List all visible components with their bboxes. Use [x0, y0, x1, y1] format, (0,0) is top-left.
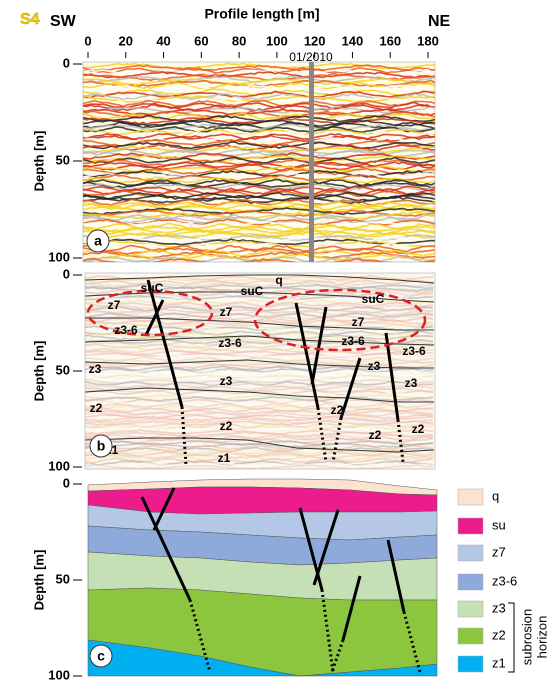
x-tick-label: 180 [417, 33, 439, 48]
y-tick-label: 50 [56, 571, 70, 586]
legend-label: q [492, 488, 499, 503]
legend-label: z3-6 [492, 573, 517, 588]
y-tick-label: 0 [63, 475, 70, 490]
x-axis-label: Profile length [m] [204, 6, 319, 22]
y-tick-label: 100 [48, 249, 70, 264]
legend-swatch [458, 545, 483, 561]
y-axis-label: Depth [m] [31, 550, 46, 611]
unit-label: z7 [220, 305, 233, 319]
unit-label: q [275, 273, 282, 287]
x-tick-label: 20 [119, 33, 133, 48]
legend-swatch [458, 489, 483, 505]
unit-label: z7 [108, 298, 121, 312]
legend-swatch [458, 628, 483, 644]
unit-label: z3 [405, 376, 418, 390]
legend-label: z2 [492, 627, 506, 642]
direction-left: SW [50, 13, 77, 30]
y-tick-label: 100 [48, 458, 70, 473]
unit-label: suC [141, 281, 164, 295]
x-tick-label: 140 [342, 33, 364, 48]
unit-label: z1 [218, 451, 231, 465]
x-tick-label: 40 [156, 33, 170, 48]
panel-letter: a [94, 233, 102, 249]
direction-right: NE [428, 13, 451, 30]
unit-label: z2 [412, 422, 425, 436]
unit-label: suC [241, 284, 264, 298]
bracket [508, 603, 514, 672]
x-tick-label: 0 [84, 33, 91, 48]
y-tick-label: 50 [56, 152, 70, 167]
legend-label: su [492, 517, 506, 532]
unit-label: z3-6 [114, 323, 138, 337]
legend-label: z3 [492, 600, 506, 615]
x-tick-label: 160 [379, 33, 401, 48]
unit-label: z2 [369, 428, 382, 442]
figure: S4 SW NE Profile length [m] 01/2010 qsuC… [0, 0, 551, 682]
layer-model [88, 479, 437, 676]
unit-label: z3 [89, 362, 102, 376]
panel-letter: c [97, 648, 105, 664]
y-axis-label: Depth [m] [31, 131, 46, 192]
unit-label: z7 [352, 315, 365, 329]
legend-swatch [458, 601, 483, 617]
radargram-a [83, 62, 435, 265]
legend-swatch [458, 656, 483, 672]
unit-label: z3 [220, 374, 233, 388]
bracket-label: subrosion [519, 609, 534, 665]
x-tick-label: 120 [304, 33, 326, 48]
x-tick-label: 60 [194, 33, 208, 48]
unit-label: z3 [368, 359, 381, 373]
y-tick-label: 100 [48, 667, 70, 682]
y-axis-label: Depth [m] [31, 341, 46, 402]
y-tick-label: 0 [63, 55, 70, 70]
legend-swatch [458, 574, 483, 590]
figure-label: S4 [20, 11, 40, 28]
unit-label: z2 [331, 403, 344, 417]
bracket-label: horizon [534, 616, 549, 659]
unit-label: suC [362, 292, 385, 306]
unit-label: z2 [220, 419, 233, 433]
borehole-marker [309, 62, 314, 262]
legend-label: z7 [492, 544, 506, 559]
x-tick-label: 100 [266, 33, 288, 48]
legend-swatch [458, 518, 483, 534]
panel-letter: b [97, 438, 106, 454]
unit-label: z2 [90, 401, 103, 415]
unit-label: z3-6 [402, 344, 426, 358]
unit-label: z3-6 [218, 336, 242, 350]
legend-label: z1 [492, 655, 506, 670]
y-tick-label: 0 [63, 266, 70, 281]
unit-label: z3-6 [341, 334, 365, 348]
x-tick-label: 80 [232, 33, 246, 48]
y-tick-label: 50 [56, 362, 70, 377]
